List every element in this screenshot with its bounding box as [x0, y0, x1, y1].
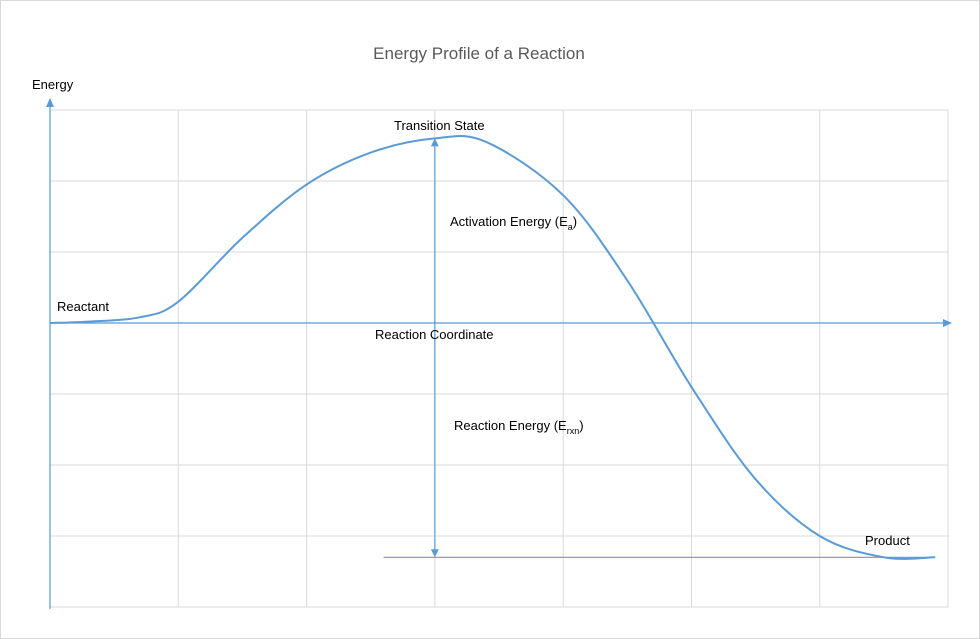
x-axis-label: Reaction Coordinate — [375, 327, 494, 342]
reactant-label: Reactant — [57, 299, 109, 314]
energy-arrows — [383, 138, 936, 558]
activation-energy-arrowhead — [430, 138, 439, 147]
energy-curve — [49, 134, 936, 560]
activation-energy-label: Activation Energy (Ea) — [450, 214, 577, 232]
axes — [46, 98, 952, 609]
x-axis-arrowhead — [943, 319, 952, 327]
reaction-energy-arrowhead — [430, 549, 439, 558]
y-axis-label: Energy — [32, 77, 74, 92]
y-axis-arrowhead — [46, 98, 54, 107]
transition-state-label: Transition State — [394, 118, 485, 133]
product-label: Product — [865, 533, 910, 548]
reaction-energy-label: Reaction Energy (Erxn) — [454, 418, 584, 436]
chart-title: Energy Profile of a Reaction — [373, 44, 585, 63]
